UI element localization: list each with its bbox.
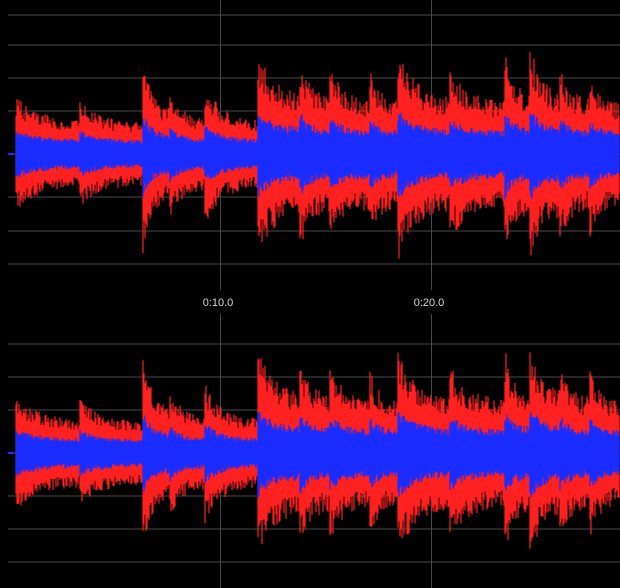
- waveform-channel-left[interactable]: [0, 0, 620, 290]
- time-label-20s: 0:20.0: [413, 297, 445, 309]
- waveform-channel-right[interactable]: [0, 314, 620, 588]
- waveform-left-svg: [8, 14, 620, 265]
- rms-waveform: [15, 412, 620, 498]
- timeline-ruler[interactable]: 0:10.0 0:20.0: [0, 290, 620, 314]
- waveform-right-svg: [8, 343, 620, 563]
- rms-waveform: [15, 112, 620, 200]
- time-label-10s: 0:10.0: [202, 297, 234, 309]
